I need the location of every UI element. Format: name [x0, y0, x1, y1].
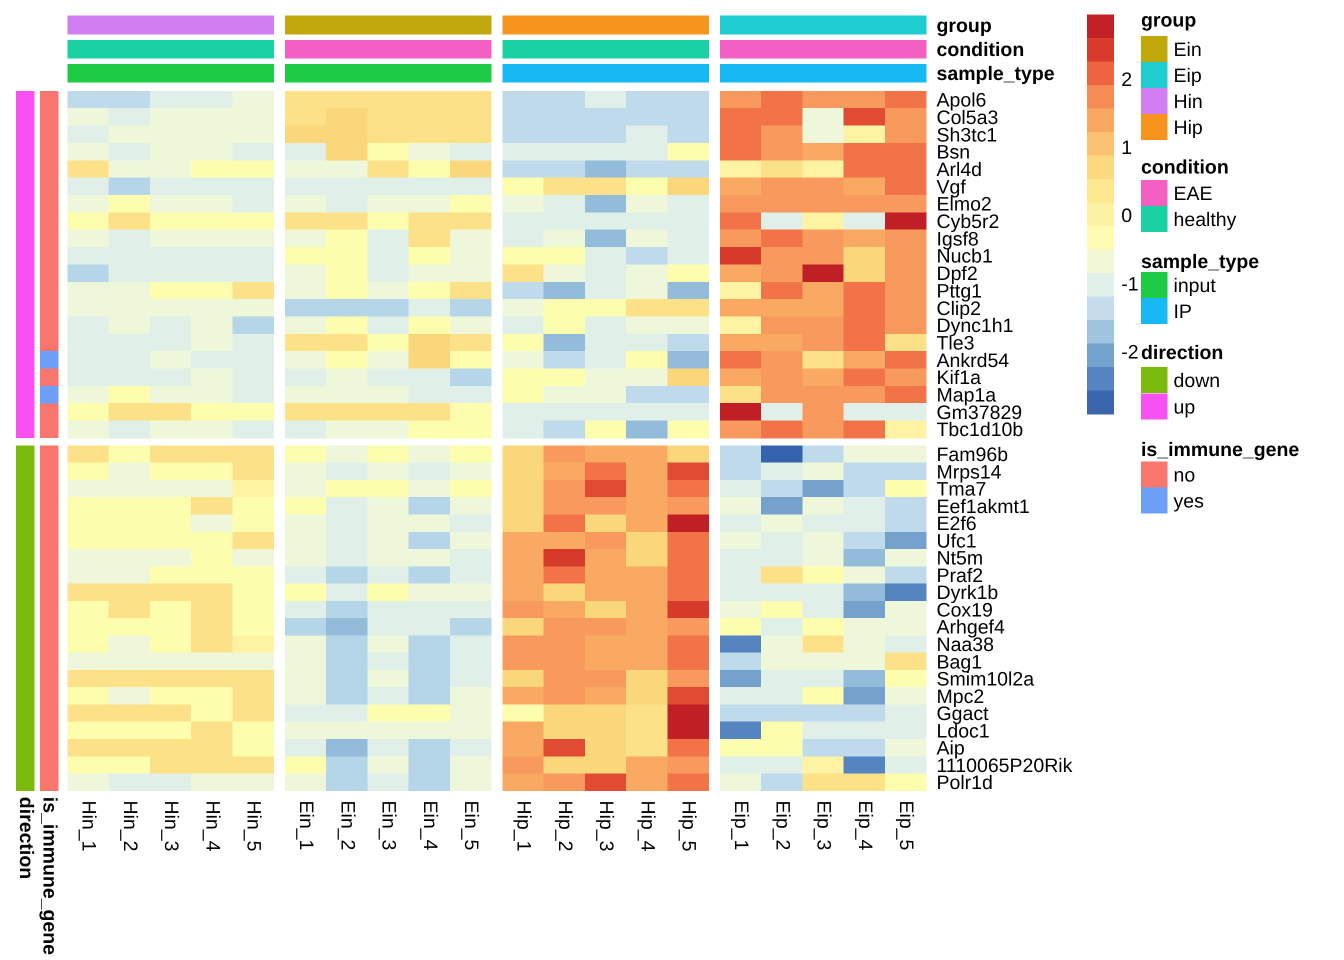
svg-text:Ein_4: Ein_4 — [419, 801, 441, 851]
svg-text:Hip_3: Hip_3 — [595, 801, 617, 852]
svg-text:Ein_2: Ein_2 — [336, 801, 358, 851]
svg-text:Ldoc1: Ldoc1 — [937, 720, 990, 742]
svg-text:Ufc1: Ufc1 — [937, 530, 977, 552]
svg-text:Hip: Hip — [1174, 117, 1203, 139]
svg-text:Naa38: Naa38 — [937, 634, 994, 656]
svg-text:Clip2: Clip2 — [937, 298, 981, 320]
svg-text:Hip_1: Hip_1 — [513, 801, 535, 852]
svg-text:Eip: Eip — [1174, 65, 1202, 87]
svg-text:Ein_3: Ein_3 — [378, 801, 400, 851]
svg-text:Polr1d: Polr1d — [937, 772, 993, 794]
svg-text:Eip_5: Eip_5 — [895, 801, 917, 851]
svg-text:is_immune_gene: is_immune_gene — [1141, 439, 1299, 461]
svg-text:Eip_2: Eip_2 — [771, 801, 793, 851]
svg-text:Hip_5: Hip_5 — [678, 801, 700, 852]
svg-text:Vgf: Vgf — [937, 176, 967, 198]
svg-text:Ein: Ein — [1174, 39, 1202, 61]
svg-text:Ggact: Ggact — [937, 703, 990, 725]
svg-text:down: down — [1174, 370, 1221, 392]
svg-text:direction: direction — [1141, 342, 1223, 364]
svg-text:Tle3: Tle3 — [937, 333, 975, 355]
svg-text:Nucb1: Nucb1 — [937, 246, 993, 268]
svg-text:Ankrd54: Ankrd54 — [937, 350, 1010, 372]
svg-text:group: group — [1141, 10, 1196, 32]
svg-text:Hip_4: Hip_4 — [636, 801, 658, 852]
svg-text:Cyb5r2: Cyb5r2 — [937, 211, 1000, 233]
svg-text:EAE: EAE — [1174, 183, 1213, 205]
svg-text:Dyrk1b: Dyrk1b — [937, 582, 999, 604]
svg-text:sample_type: sample_type — [1141, 251, 1259, 273]
svg-text:Arhgef4: Arhgef4 — [937, 617, 1005, 639]
svg-text:yes: yes — [1174, 490, 1205, 512]
svg-text:-2: -2 — [1121, 342, 1138, 364]
svg-text:condition: condition — [937, 39, 1025, 61]
svg-text:Hin_4: Hin_4 — [201, 801, 223, 852]
svg-text:Dpf2: Dpf2 — [937, 263, 978, 285]
svg-text:no: no — [1174, 465, 1196, 487]
svg-text:Hin_5: Hin_5 — [243, 801, 265, 852]
svg-text:1: 1 — [1121, 137, 1132, 159]
svg-text:Eip_4: Eip_4 — [854, 801, 876, 851]
svg-text:Mpc2: Mpc2 — [937, 686, 985, 708]
svg-text:Hin_3: Hin_3 — [160, 801, 182, 852]
svg-text:Elmo2: Elmo2 — [937, 194, 992, 216]
svg-text:Eef1akmt1: Eef1akmt1 — [937, 496, 1030, 518]
svg-text:is_immune_gene: is_immune_gene — [39, 797, 61, 955]
svg-text:Praf2: Praf2 — [937, 565, 984, 587]
svg-text:healthy: healthy — [1174, 209, 1237, 231]
svg-text:2: 2 — [1121, 69, 1132, 91]
svg-text:Apol6: Apol6 — [937, 90, 987, 112]
svg-text:Hin_1: Hin_1 — [78, 801, 100, 852]
svg-text:Bag1: Bag1 — [937, 651, 983, 673]
svg-text:Mrps14: Mrps14 — [937, 461, 1002, 483]
svg-text:Bsn: Bsn — [937, 142, 971, 164]
svg-text:Hin_2: Hin_2 — [119, 801, 141, 852]
svg-text:Col5a3: Col5a3 — [937, 107, 999, 129]
svg-text:Pttg1: Pttg1 — [937, 280, 983, 302]
svg-text:Kif1a: Kif1a — [937, 367, 982, 389]
svg-text:E2f6: E2f6 — [937, 513, 977, 535]
svg-text:sample_type: sample_type — [937, 63, 1055, 85]
svg-text:Igsf8: Igsf8 — [937, 228, 979, 250]
svg-text:IP: IP — [1174, 301, 1192, 323]
svg-text:Fam96b: Fam96b — [937, 444, 1009, 466]
svg-text:Hip_2: Hip_2 — [554, 801, 576, 852]
svg-text:up: up — [1174, 396, 1196, 418]
svg-text:-1: -1 — [1121, 273, 1138, 295]
svg-text:1110065P20Rik: 1110065P20Rik — [937, 755, 1073, 777]
svg-text:Eip_3: Eip_3 — [813, 801, 835, 851]
svg-text:Cox19: Cox19 — [937, 600, 993, 622]
svg-text:Ein_1: Ein_1 — [295, 801, 317, 851]
svg-text:input: input — [1174, 275, 1217, 297]
svg-text:Eip_1: Eip_1 — [730, 801, 752, 851]
svg-text:Ein_5: Ein_5 — [460, 801, 482, 851]
svg-text:Aip: Aip — [937, 738, 965, 760]
svg-text:Hin: Hin — [1174, 91, 1203, 113]
svg-text:Smim10l2a: Smim10l2a — [937, 669, 1035, 691]
svg-text:0: 0 — [1121, 205, 1132, 227]
svg-text:condition: condition — [1141, 157, 1229, 179]
svg-text:Nt5m: Nt5m — [937, 548, 984, 570]
svg-text:Sh3tc1: Sh3tc1 — [937, 124, 998, 146]
svg-text:Tma7: Tma7 — [937, 479, 987, 501]
svg-text:Tbc1d10b: Tbc1d10b — [937, 419, 1024, 441]
svg-text:direction: direction — [15, 797, 37, 879]
svg-text:Dync1h1: Dync1h1 — [937, 315, 1014, 337]
svg-text:Arl4d: Arl4d — [937, 159, 983, 181]
svg-text:Map1a: Map1a — [937, 385, 997, 407]
svg-text:Gm37829: Gm37829 — [937, 402, 1023, 424]
svg-text:group: group — [937, 15, 992, 37]
